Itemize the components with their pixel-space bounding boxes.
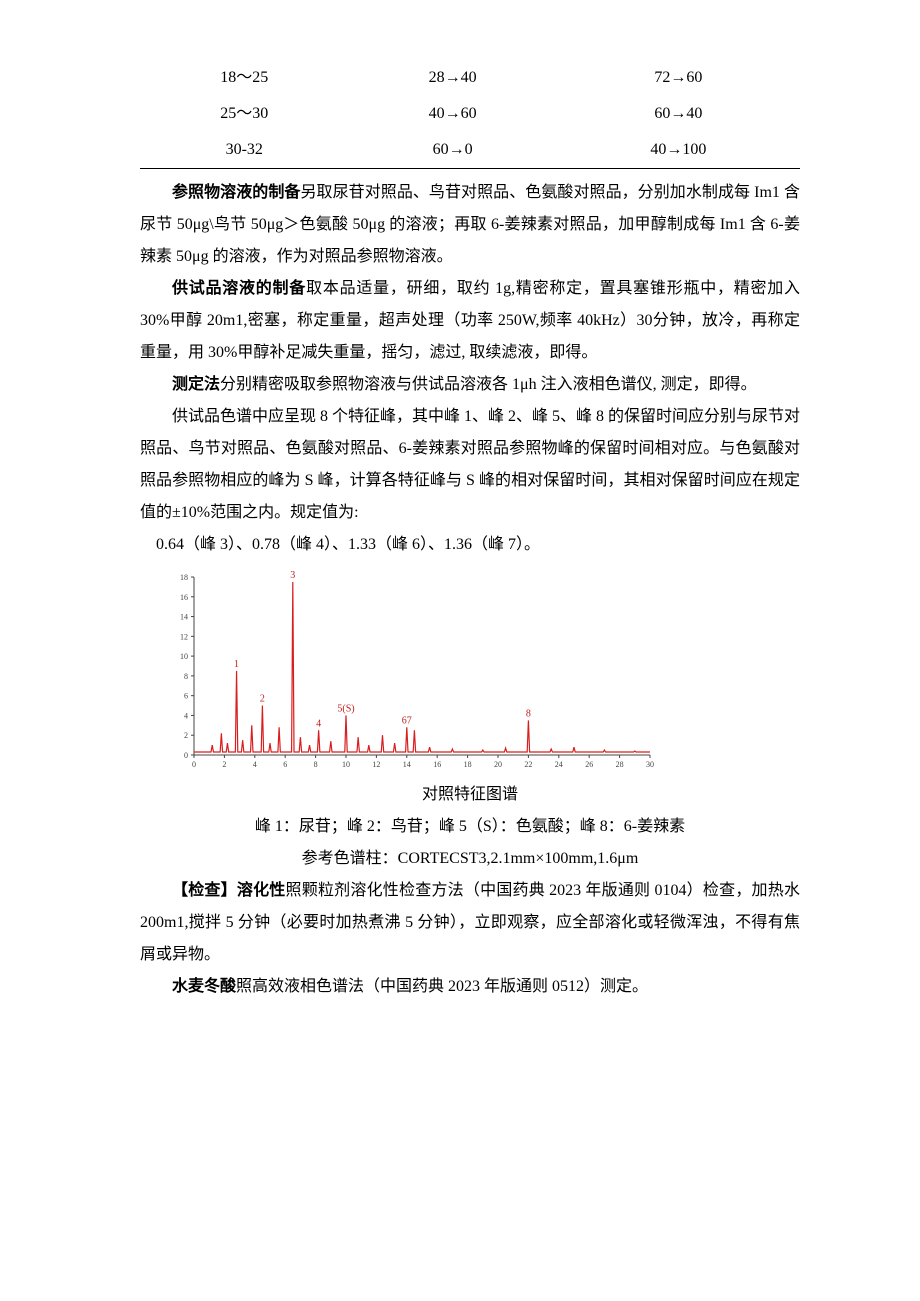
table-row: 25～30 40→60 60→40 [140, 96, 800, 132]
svg-text:8: 8 [184, 672, 188, 681]
cell: 40→100 [557, 132, 800, 169]
svg-text:67: 67 [402, 715, 412, 726]
section-body: 供试品色谱中应呈现 8 个特征峰，其中峰 1、峰 2、峰 5、峰 8 的保留时间… [140, 408, 800, 521]
document-page: 18～25 28→40 72→60 25～30 40→60 60→40 30-3… [0, 0, 920, 1063]
section-head: 水麦冬酸 [172, 978, 236, 995]
svg-text:2: 2 [184, 731, 188, 740]
svg-text:10: 10 [342, 760, 350, 769]
section-body: 0.64（峰 3）、0.78（峰 4）、1.33（峰 6）、1.36（峰 7）。 [156, 536, 540, 553]
chart-caption-peaks: 峰 1：尿苷；峰 2：鸟苷；峰 5（S）：色氨酸；峰 8：6-姜辣素 [140, 811, 800, 843]
svg-text:3: 3 [290, 570, 295, 581]
svg-text:0: 0 [192, 760, 196, 769]
svg-text:20: 20 [494, 760, 502, 769]
svg-text:4: 4 [316, 718, 321, 729]
svg-text:4: 4 [253, 760, 257, 769]
chromatogram-chart: 0246810121416180246810121416182022242628… [160, 567, 680, 777]
svg-text:14: 14 [180, 613, 188, 622]
cell: 60→0 [348, 132, 556, 169]
paragraph-values: 0.64（峰 3）、0.78（峰 4）、1.33（峰 6）、1.36（峰 7）。 [140, 529, 800, 561]
svg-text:10: 10 [180, 652, 188, 661]
table-row: 18～25 28→40 72→60 [140, 60, 800, 96]
gradient-table: 18～25 28→40 72→60 25～30 40→60 60→40 30-3… [140, 60, 800, 169]
svg-text:1: 1 [234, 659, 239, 670]
svg-text:8: 8 [526, 708, 531, 719]
section-head: 供试品溶液的制备 [172, 280, 306, 297]
section-body: 分别精密吸取参照物溶液与供试品溶液各 1μh 注入液相色谱仪, 测定，即得。 [220, 376, 757, 393]
cell: 60→40 [557, 96, 800, 132]
svg-text:14: 14 [403, 760, 411, 769]
svg-text:30: 30 [646, 760, 654, 769]
svg-text:28: 28 [616, 760, 624, 769]
paragraph-peaks: 供试品色谱中应呈现 8 个特征峰，其中峰 1、峰 2、峰 5、峰 8 的保留时间… [140, 401, 800, 529]
svg-text:18: 18 [464, 760, 472, 769]
paragraph-test: 供试品溶液的制备取本品适量，研细，取约 1g,精密称定，置具塞锥形瓶中，精密加入… [140, 273, 800, 369]
section-head: 参照物溶液的制备 [172, 184, 300, 201]
paragraph-measure: 测定法分别精密吸取参照物溶液与供试品溶液各 1μh 注入液相色谱仪, 测定，即得… [140, 369, 800, 401]
svg-text:2: 2 [260, 694, 265, 705]
svg-text:2: 2 [222, 760, 226, 769]
svg-text:16: 16 [433, 760, 441, 769]
svg-text:5(S): 5(S) [337, 703, 354, 714]
section-head: 【检查】溶化性 [172, 882, 286, 899]
paragraph-reference: 参照物溶液的制备另取尿苷对照品、鸟苷对照品、色氨酸对照品，分别加水制成每 Im1… [140, 177, 800, 273]
cell: 28→40 [348, 60, 556, 96]
cell: 40→60 [348, 96, 556, 132]
paragraph-acid: 水麦冬酸照高效液相色谱法（中国药典 2023 年版通则 0512）测定。 [140, 971, 800, 1003]
svg-text:12: 12 [180, 632, 188, 641]
svg-text:22: 22 [524, 760, 532, 769]
svg-text:12: 12 [372, 760, 380, 769]
cell: 30-32 [140, 132, 348, 169]
svg-text:26: 26 [585, 760, 593, 769]
svg-text:4: 4 [184, 711, 188, 720]
chart-caption-column: 参考色谱柱：CORTECST3,2.1mm×100mm,1.6μm [140, 843, 800, 875]
section-head: 测定法 [172, 376, 220, 393]
svg-text:6: 6 [184, 692, 188, 701]
cell: 25～30 [140, 96, 348, 132]
cell: 72→60 [557, 60, 800, 96]
section-body: 照高效液相色谱法（中国药典 2023 年版通则 0512）测定。 [236, 978, 648, 995]
svg-text:24: 24 [555, 760, 563, 769]
svg-text:8: 8 [314, 760, 318, 769]
chart-caption: 对照特征图谱 [140, 779, 800, 811]
svg-text:0: 0 [184, 751, 188, 760]
svg-text:16: 16 [180, 593, 188, 602]
paragraph-check: 【检查】溶化性照颗粒剂溶化性检查方法（中国药典 2023 年版通则 0104）检… [140, 875, 800, 971]
svg-text:18: 18 [180, 573, 188, 582]
svg-text:6: 6 [283, 760, 287, 769]
table-row: 30-32 60→0 40→100 [140, 132, 800, 169]
cell: 18～25 [140, 60, 348, 96]
